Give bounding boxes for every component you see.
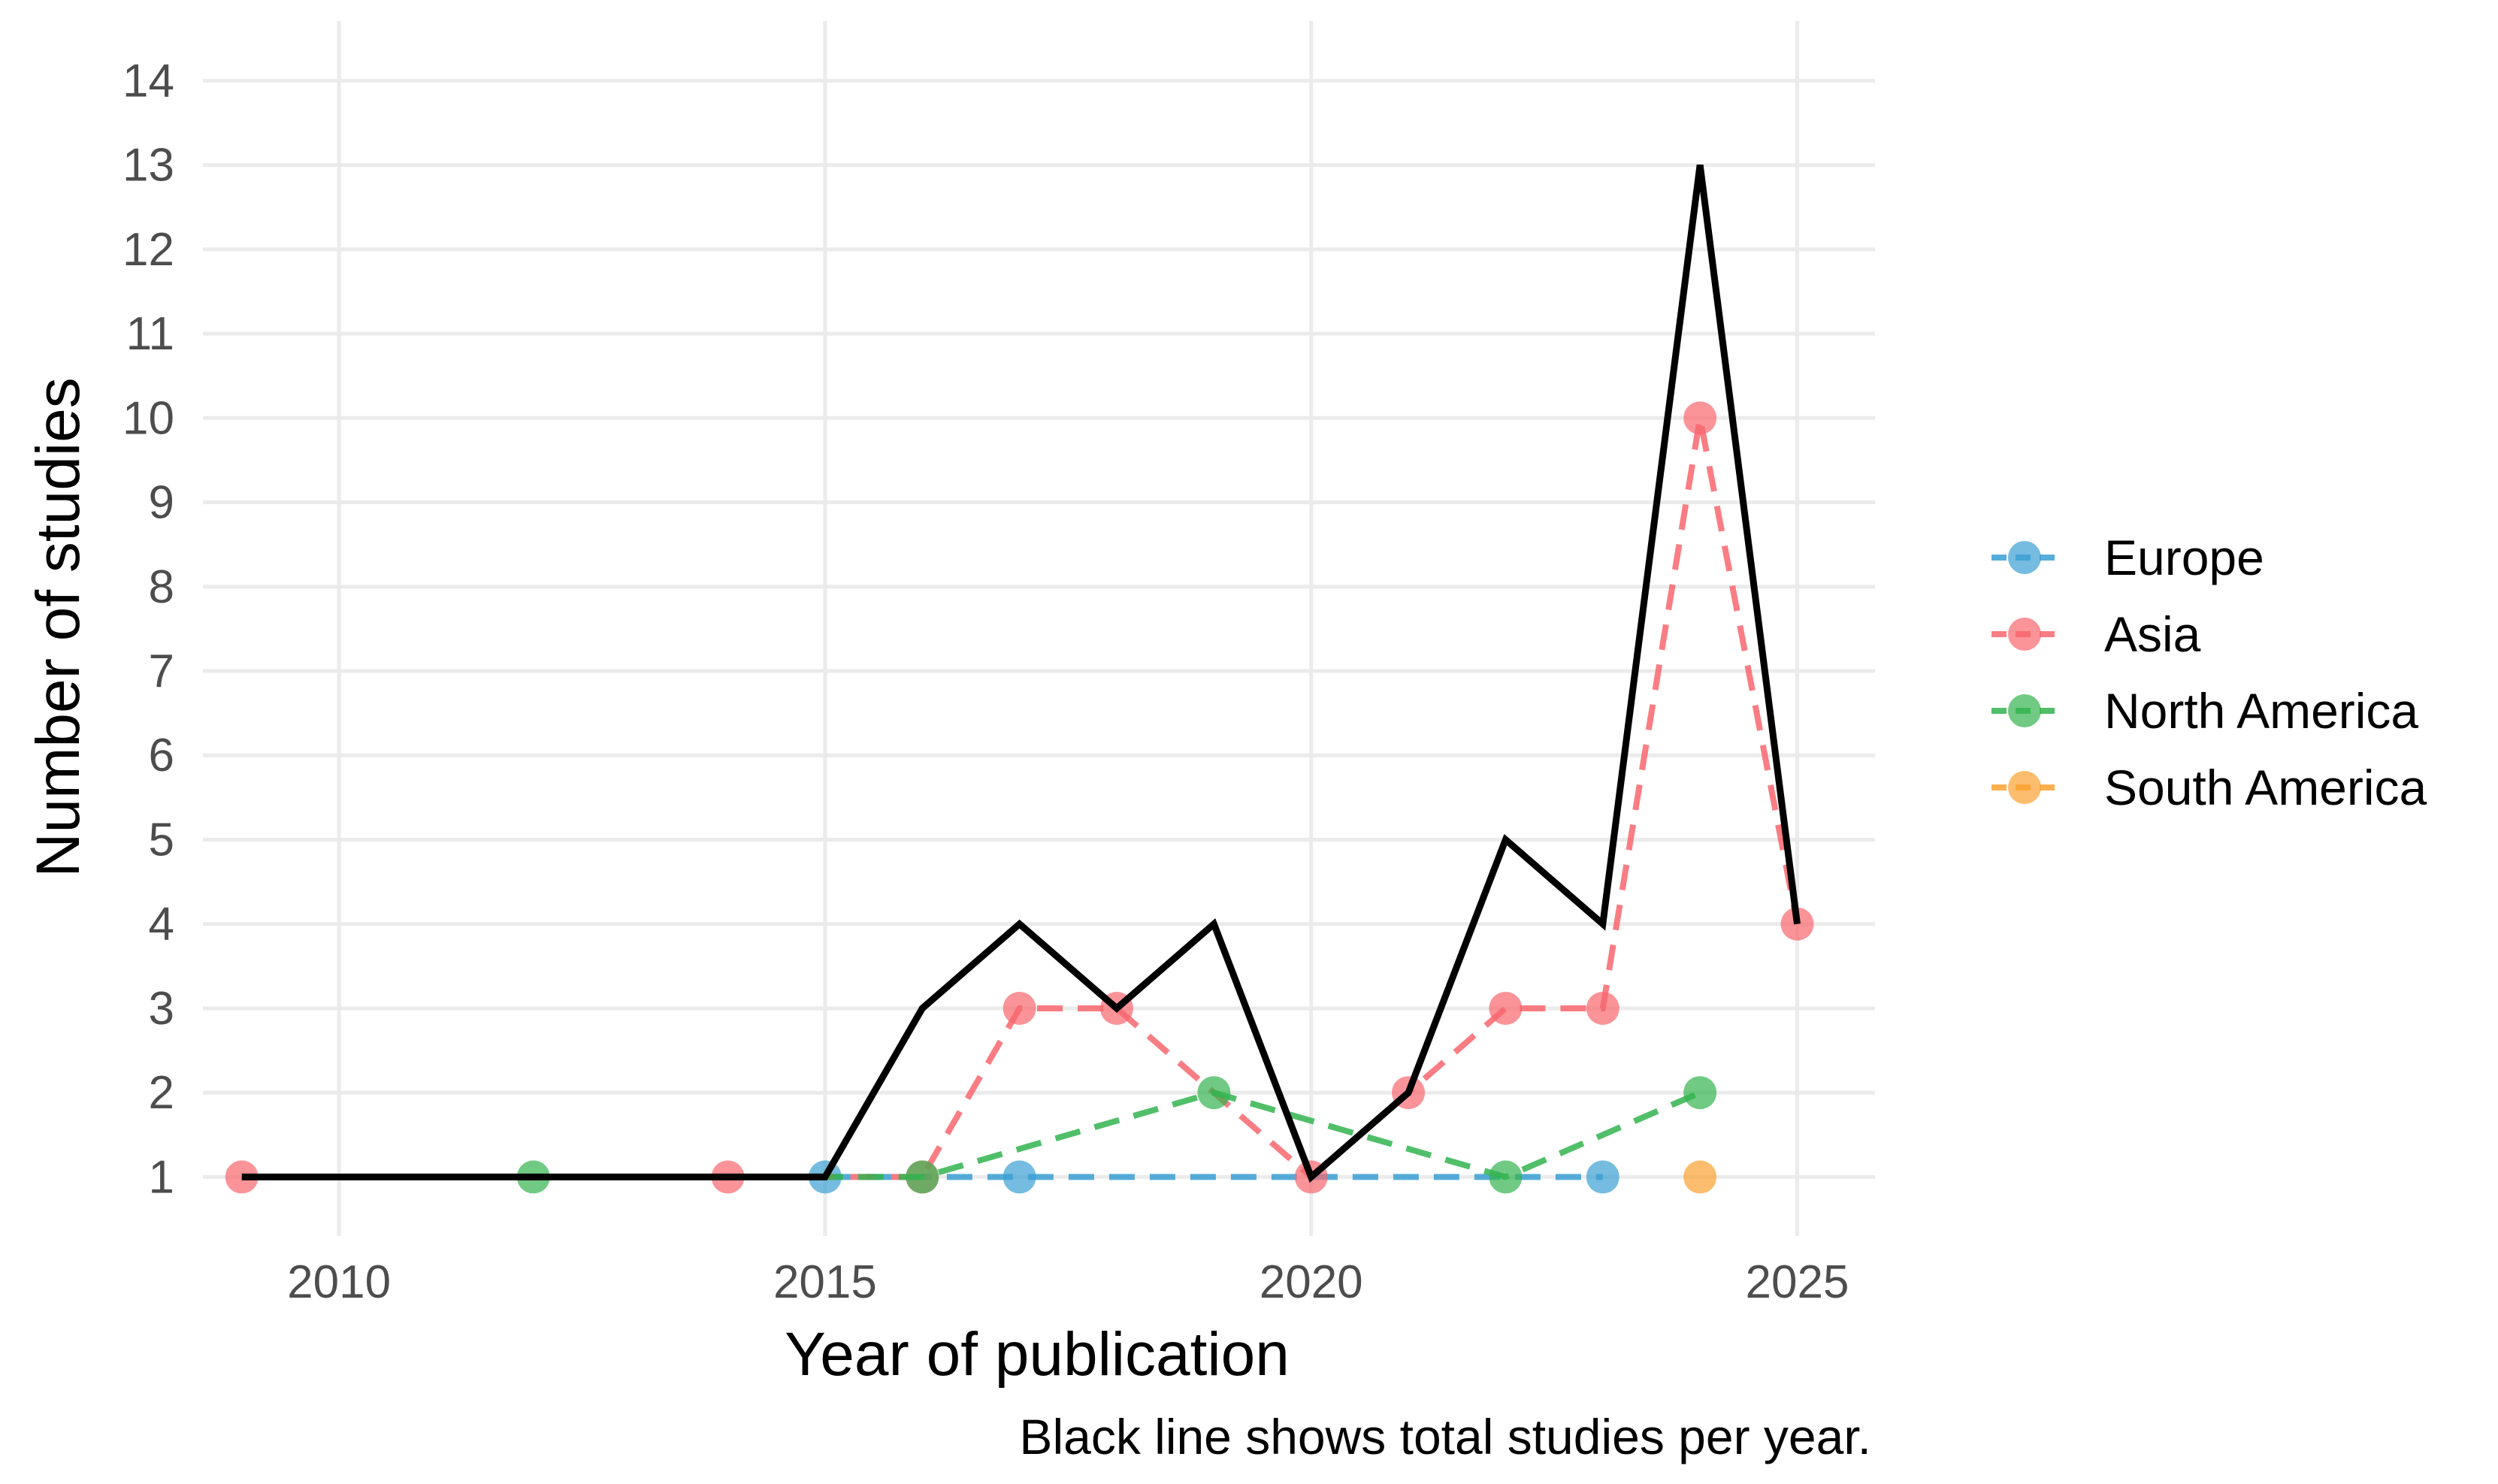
legend-key-point [2008,618,2041,651]
legend-key-point [2008,541,2041,574]
y-tick-label: 8 [149,561,174,613]
chart-caption: Black line shows total studies per year. [1019,1409,1871,1464]
legend-key-point [2008,694,2041,727]
legend-key-point [2008,771,2041,804]
data-point-europe [1003,1160,1036,1194]
y-tick-label: 10 [122,392,174,444]
legend-item-asia: Asia [1991,606,2201,662]
y-tick-label: 12 [122,224,174,276]
x-tick-label: 2015 [773,1256,877,1308]
data-point-asia [1683,401,1717,435]
total-studies-line [241,165,1801,1183]
legend: Europe Asia North America South America [1991,530,2427,815]
x-tick-label: 2010 [287,1256,391,1308]
data-point-north-america [1197,1076,1231,1110]
legend-item-south-america: South America [1991,760,2427,815]
data-point-asia [1003,991,1036,1025]
data-point-asia [1489,991,1523,1025]
data-point-asia [1586,991,1619,1025]
x-tick-label: 2020 [1260,1256,1363,1308]
data-point-south-america [1683,1160,1717,1194]
legend-label: Asia [2104,606,2201,662]
data-point-north-america [1683,1076,1717,1110]
y-tick-label: 9 [149,477,174,529]
series-asia [225,401,1814,1194]
y-tick-label: 2 [149,1067,174,1119]
series-south-america [1683,1160,1717,1194]
x-axis-title: Year of publication [785,1320,1290,1389]
data-point-europe [1586,1160,1619,1194]
y-axis-title: Number of studies [24,377,92,877]
y-tick-label: 4 [149,899,174,951]
y-tick-label: 6 [149,730,174,781]
legend-label: South America [2104,760,2427,815]
series-line-north-america [533,1090,1701,1180]
legend-label: Europe [2104,530,2264,585]
series-layer [225,401,1814,1194]
legend-item-north-america: North America [1991,683,2418,739]
x-axis-ticks: 2010 2015 2020 2025 [287,1256,1849,1308]
total-line-layer [241,165,1801,1183]
series-europe [808,1160,1619,1194]
x-tick-label: 2025 [1746,1256,1849,1308]
grid [203,21,1875,1236]
data-point-north-america [1489,1160,1523,1194]
series-line-asia [241,417,1801,1181]
y-tick-label: 7 [149,645,174,697]
y-tick-label: 11 [126,308,174,360]
y-tick-label: 1 [149,1151,174,1203]
y-tick-label: 14 [122,55,174,107]
legend-item-europe: Europe [1991,530,2264,585]
legend-label: North America [2104,683,2418,739]
data-point-north-america [906,1160,939,1194]
y-tick-label: 5 [149,814,174,866]
y-tick-label: 3 [149,983,174,1035]
y-tick-label: 13 [122,140,174,192]
